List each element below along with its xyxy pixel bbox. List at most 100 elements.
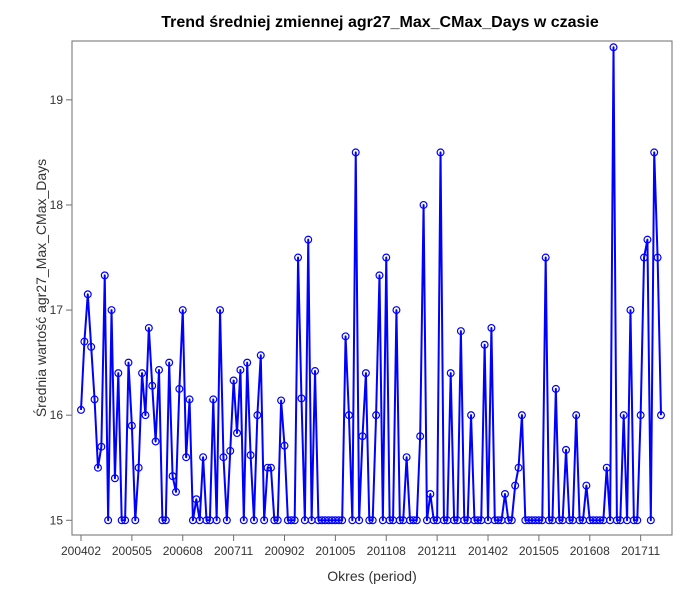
data-point <box>361 369 370 378</box>
data-point <box>511 481 520 490</box>
data-point <box>110 474 119 483</box>
data-point <box>243 358 252 367</box>
x-tick-label: 201711 <box>621 544 660 558</box>
data-point <box>158 516 167 525</box>
data-point <box>653 253 662 262</box>
data-point <box>246 451 255 460</box>
data-point <box>450 516 459 525</box>
data-point <box>643 235 652 244</box>
series-line <box>80 46 662 522</box>
x-tick-label: 201608 <box>570 544 610 558</box>
data-point <box>500 490 509 499</box>
data-point <box>182 453 191 462</box>
x-tick-label: 201211 <box>418 544 457 558</box>
x-tick-label: 200505 <box>112 544 152 558</box>
data-point <box>219 453 228 462</box>
data-point <box>165 358 174 367</box>
x-axis-label: Okres (period) <box>327 568 416 584</box>
x-tick-label: 200902 <box>264 544 304 558</box>
data-point <box>358 432 367 441</box>
data-point <box>456 327 465 336</box>
data-point <box>385 516 394 525</box>
data-point <box>107 306 116 315</box>
data-point <box>175 384 184 393</box>
data-point <box>534 516 543 525</box>
data-point <box>226 446 235 455</box>
data-point <box>619 411 628 420</box>
x-axis: 200402 200505 200608 200711 200902 201005 2011… <box>61 535 661 558</box>
y-tick-label: 17 <box>50 303 64 317</box>
data-point <box>372 411 381 420</box>
data-point <box>514 463 523 472</box>
data-point <box>595 516 604 525</box>
data-point <box>355 516 364 525</box>
data-point <box>287 516 296 525</box>
data-point <box>90 395 99 404</box>
data-point <box>487 323 496 332</box>
data-point <box>545 516 554 525</box>
data-point <box>368 516 377 525</box>
data-point <box>93 463 102 472</box>
data-point <box>416 432 425 441</box>
data-point <box>640 253 649 262</box>
data-point <box>344 411 353 420</box>
data-point <box>338 516 347 525</box>
data-point <box>395 516 404 525</box>
data-point <box>178 306 187 315</box>
data-point <box>273 516 282 525</box>
data-point <box>144 323 153 332</box>
data-point <box>541 253 550 262</box>
data-point <box>114 369 123 378</box>
data-point <box>409 516 418 525</box>
data-point <box>290 516 299 525</box>
data-point <box>480 340 489 349</box>
data-point <box>222 516 231 525</box>
data-point <box>467 411 476 420</box>
data-point <box>412 516 421 525</box>
data-point <box>148 381 157 390</box>
y-axis-label: Średnia wartość agr27_Max_CMax_Days <box>32 159 49 417</box>
data-point <box>168 472 177 481</box>
data-point <box>155 365 164 374</box>
x-tick-label: 200608 <box>163 544 203 558</box>
data-point <box>392 306 401 315</box>
data-point <box>555 516 564 525</box>
data-point <box>351 148 360 157</box>
data-point <box>382 253 391 262</box>
x-tick-label: 200711 <box>214 544 253 558</box>
data-point <box>436 148 445 157</box>
data-point <box>429 516 438 525</box>
data-point <box>609 43 618 52</box>
data-point <box>426 490 435 499</box>
data-point <box>439 516 448 525</box>
data-point <box>83 290 92 299</box>
data-point <box>256 351 265 360</box>
data-point <box>141 411 150 420</box>
plot-area-frame <box>71 40 673 536</box>
data-point <box>121 516 130 525</box>
data-point <box>124 358 133 367</box>
data-point <box>171 487 180 496</box>
data-point <box>192 495 201 504</box>
y-tick-label: 16 <box>50 408 64 422</box>
data-point <box>656 411 665 420</box>
data-point <box>402 453 411 462</box>
data-point <box>646 516 655 525</box>
data-point <box>334 516 343 525</box>
data-point <box>365 516 374 525</box>
data-point <box>239 516 248 525</box>
data-point <box>626 306 635 315</box>
data-point <box>185 395 194 404</box>
data-point <box>612 516 621 525</box>
data-point <box>572 411 581 420</box>
data-point <box>636 411 645 420</box>
data-point <box>582 481 591 490</box>
data-point <box>375 271 384 280</box>
data-point <box>473 516 482 525</box>
x-tick-label: 201402 <box>468 544 508 558</box>
data-point <box>270 516 279 525</box>
data-point <box>297 394 306 403</box>
data-point <box>161 516 170 525</box>
